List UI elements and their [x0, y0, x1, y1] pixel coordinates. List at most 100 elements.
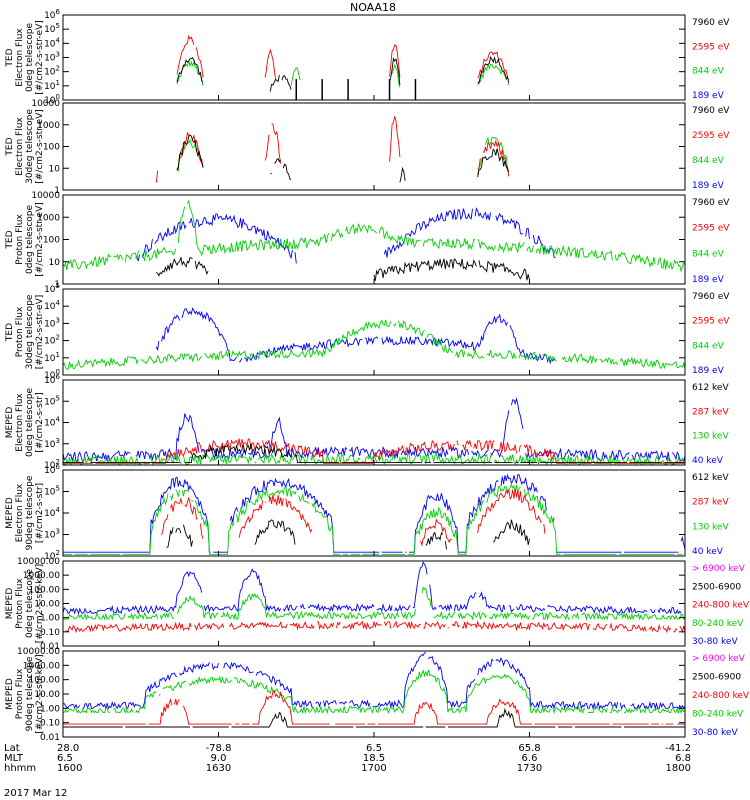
panel-6-ytick-label-3: 105	[44, 485, 60, 498]
panel-4-ylabel-2: 30deg telescope	[25, 294, 35, 369]
panel-5-legend-2: 130 keV	[692, 432, 729, 442]
panel-3-frame	[62, 194, 686, 285]
panel-8-ylabel-1: Proton Flux	[15, 668, 25, 719]
panel-1-ytick-label-3: 103	[44, 51, 60, 64]
panel-8-ylabel-3: [#/cm2-s-str-keV]	[35, 654, 45, 733]
x-row-1-value-3: 6.6	[522, 753, 538, 764]
panel-5-ytick-label-3: 105	[44, 394, 60, 407]
panel-7-ytick-label-6: 10000.00	[17, 557, 60, 567]
panel-8-ytick-label-6: 10000.00	[17, 647, 60, 657]
panel-7-ylabel-1: Proton Flux	[15, 578, 25, 629]
panel-7-series	[63, 562, 685, 634]
panel-8-series-blue	[63, 652, 685, 711]
panel-2-legend-1: 2595 eV	[692, 131, 730, 141]
panel-8-ytick-label-1: 0.10	[40, 719, 60, 729]
panel-4-ytick-label-3: 103	[44, 316, 60, 329]
panel-2-series-green	[176, 136, 509, 173]
chart-title: NOAA18	[350, 1, 396, 14]
panel-3-ylabel-0: TED	[5, 230, 15, 249]
panel-1-ytick-label-1: 101	[44, 79, 60, 92]
x-row-2-value-4: 1800	[666, 763, 691, 774]
panel-1-ylabel-0: TED	[5, 48, 15, 67]
panel-3-ytick-label-4: 10000	[31, 191, 60, 201]
panel-7-ytick-label-5: 1000.00	[23, 571, 60, 581]
panel-3-ylabel-1: Proton Flux	[15, 214, 25, 265]
panel-8-legend-2: 240-800 keV	[692, 691, 750, 701]
panel-2-ylabel-0: TED	[5, 137, 15, 156]
panel-5-legend-0: 612 keV	[692, 383, 729, 393]
panel-1-ytick-label-2: 102	[44, 65, 60, 78]
panel-6-series-blue	[63, 473, 685, 553]
panel-7-legend-3: 80-240 keV	[692, 619, 744, 629]
panel-1-ytick-label-4: 104	[44, 36, 60, 49]
panel-6-series-black	[166, 519, 530, 550]
panel-8-ytick-label-4: 100.00	[29, 676, 61, 686]
panel-1-series	[176, 34, 510, 100]
panel-2-ytick-label-4: 10000	[31, 99, 60, 109]
panel-7-legend-0: > 6900 keV	[692, 564, 746, 574]
panel-7-ytick-label-2: 1.00	[40, 614, 60, 624]
panel-1-ylabel-3: [#/cm2-s-str-eV]	[35, 20, 45, 95]
panel-3-ylabel-2: 0deg telescope	[25, 205, 35, 275]
panel-1-ylabel-2: 0deg telescope	[25, 23, 35, 93]
x-row-1-value-0: 6.5	[57, 753, 73, 764]
panel-5-ytick-label-1: 103	[44, 437, 60, 450]
panel-1-legend-1: 2595 eV	[692, 42, 730, 52]
x-row-0-value-1: -78.8	[206, 743, 232, 754]
panel-6-ylabel-1: Electron Flux	[15, 483, 25, 542]
panel-4-ytick-label-4: 104	[44, 299, 60, 312]
panel-2-legend-2: 844 eV	[692, 156, 725, 166]
panel-1-series-red	[176, 34, 510, 80]
x-row-0-value-2: 6.5	[366, 743, 382, 754]
panel-2-ytick-label-0: 1	[54, 186, 60, 196]
panel-2-ytick-label-2: 100	[43, 143, 60, 153]
panel-8-series-red	[63, 690, 685, 725]
panel-5-series-black	[63, 443, 685, 464]
x-row-1-value-4: 6.8	[675, 753, 691, 764]
panel-2-series-black	[176, 134, 510, 183]
panel-7-frame	[62, 560, 686, 647]
panel-6-series	[63, 473, 685, 555]
panel-5-ylabel-0: MEPED	[5, 407, 15, 439]
x-row-0-value-0: 28.0	[57, 743, 79, 754]
panel-4-legend-0: 7960 eV	[692, 292, 730, 302]
panel-1-frame	[62, 14, 686, 101]
panel-2-series-red	[155, 116, 510, 183]
panel-6-ylabel-3: [#/cm2-s-str]	[35, 483, 45, 543]
panel-3-series	[63, 199, 685, 281]
x-row-2-value-3: 1730	[517, 763, 542, 774]
x-row-2-value-2: 1700	[361, 763, 386, 774]
panel-7-legend-4: 30-80 keV	[692, 637, 738, 647]
panel-4-series-blue	[155, 307, 556, 365]
panel-6-ylabel-0: MEPED	[5, 497, 15, 529]
date-label: 2017 Mar 12	[4, 788, 67, 799]
panel-1-legend-2: 844 eV	[692, 67, 725, 77]
panel-6-legend-0: 612 keV	[692, 473, 729, 483]
panel-1-series-black	[176, 55, 510, 92]
x-row-0-value-4: -41.2	[665, 743, 691, 754]
panel-3-ytick-label-0: 1	[54, 280, 60, 290]
panel-8-ylabel-2: 90deg telescope	[25, 656, 35, 731]
panel-3-ytick-label-1: 10	[49, 258, 61, 268]
panel-5-legend-1: 287 keV	[692, 407, 729, 417]
panel-5-series	[63, 397, 685, 465]
panel-6-ytick-label-1: 103	[44, 528, 60, 541]
panel-7-series-blue	[63, 562, 684, 613]
panel-7-ylabel-0: MEPED	[5, 588, 15, 620]
panel-3-series-black	[156, 257, 530, 281]
panel-6-ylabel-2: 90deg telescope	[25, 475, 35, 550]
panel-3-ytick-label-3: 1000	[37, 213, 60, 223]
panel-8-legend-0: > 6900 keV	[692, 654, 746, 664]
panel-3-ylabel-3: [#/cm2-s-str-eV]	[35, 202, 45, 277]
panel-8-ytick-label-0: 0.01	[40, 733, 60, 743]
panel-4-legend-2: 844 eV	[692, 341, 725, 351]
panel-8-legend-3: 80-240 keV	[692, 710, 744, 720]
panel-8-series-black	[63, 707, 685, 728]
panel-7-ytick-label-3: 10.00	[34, 600, 60, 610]
panel-3-legend-0: 7960 eV	[692, 198, 730, 208]
